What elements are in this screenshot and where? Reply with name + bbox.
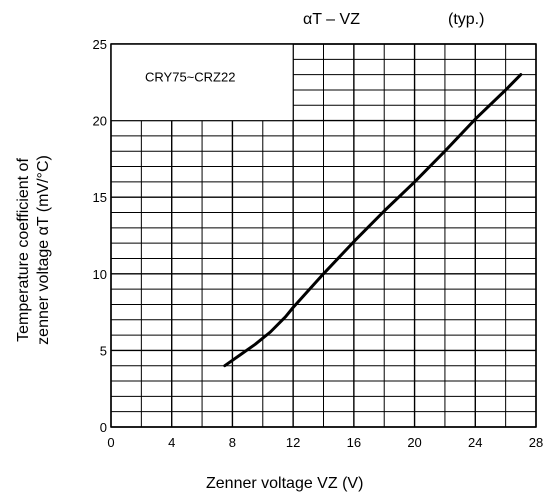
x-tick-labels: 0 4 8 12 16 20 24 28: [107, 435, 543, 450]
y-tick-label: 15: [93, 190, 107, 205]
y-tick-label: 25: [93, 37, 107, 52]
y-tick-labels: 0 5 10 15 20 25: [93, 37, 107, 435]
y-tick-label: 20: [93, 114, 107, 129]
chart-title: αT – VZ: [303, 11, 360, 28]
x-axis-label: Zenner voltage VZ (V): [206, 475, 363, 492]
y-tick-label: 0: [100, 420, 107, 435]
x-tick-label: 12: [286, 435, 300, 450]
x-tick-label: 20: [407, 435, 421, 450]
y-axis-label-line2: zenner voltage αT (mV/°C): [35, 155, 52, 345]
x-tick-label: 4: [168, 435, 175, 450]
x-tick-label: 16: [347, 435, 361, 450]
plot-frame: [110, 43, 537, 428]
typ-note: (typ.): [448, 11, 484, 28]
x-tick-label: 8: [229, 435, 236, 450]
x-tick-label: 28: [529, 435, 543, 450]
series-line: [223, 73, 523, 368]
y-tick-label: 5: [100, 343, 107, 358]
x-tick-label: 0: [107, 435, 114, 450]
box-label: CRY75~CRZ22: [145, 70, 235, 85]
x-tick-label: 24: [468, 435, 482, 450]
y-axis-label-line1: Temperature coefficient of: [15, 158, 32, 342]
y-tick-label: 10: [93, 267, 107, 282]
